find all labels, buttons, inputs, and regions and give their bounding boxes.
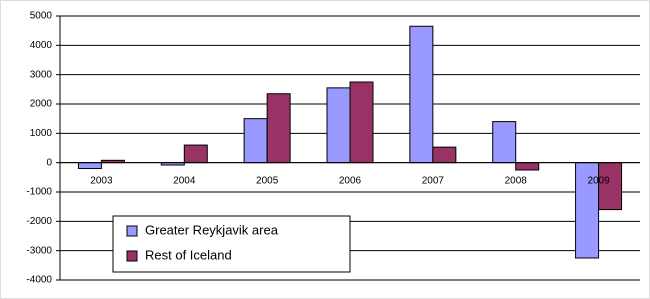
x-tick-label: 2008: [505, 175, 528, 186]
x-tick-label: 2009: [587, 175, 610, 186]
bar: [77, 162, 102, 170]
legend-box: [112, 215, 351, 273]
x-tick-label: 2003: [90, 175, 113, 186]
y-tick-label: -2000: [26, 216, 52, 227]
y-tick-label: 4000: [30, 40, 53, 51]
x-tick-label: 2004: [173, 175, 196, 186]
bar: [243, 118, 268, 164]
bar: [515, 162, 540, 171]
y-tick-label: -3000: [26, 245, 52, 256]
y-tick-label: 1000: [30, 128, 53, 139]
legend-swatch: [126, 225, 138, 237]
y-tick-label: 3000: [30, 69, 53, 80]
legend: Greater Reykjavik area Rest of Iceland: [112, 215, 351, 273]
y-tick-label: -4000: [26, 275, 52, 286]
bar: [432, 146, 457, 164]
y-tick-label: 5000: [30, 11, 53, 22]
bar: [409, 25, 434, 164]
bar: [349, 81, 374, 164]
bar: [492, 121, 517, 164]
legend-label: Greater Reykjavik area: [145, 222, 279, 237]
x-tick-label: 2005: [256, 175, 279, 186]
y-tick-label: 2000: [30, 99, 53, 110]
bar: [183, 144, 208, 164]
y-tick-label: -1000: [26, 187, 52, 198]
bar: [266, 93, 291, 164]
x-tick-label: 2007: [422, 175, 445, 186]
bar: [326, 87, 351, 164]
legend-label: Rest of Iceland: [145, 247, 232, 262]
legend-swatch: [126, 250, 138, 262]
y-tick-label: 0: [46, 157, 52, 168]
x-tick-label: 2006: [339, 175, 362, 186]
